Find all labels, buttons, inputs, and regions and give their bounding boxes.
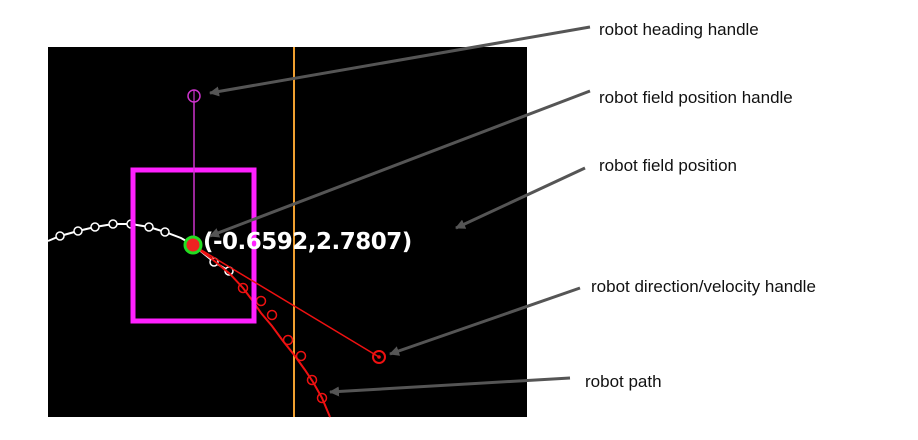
robot-direction-velocity-handle[interactable] — [372, 350, 386, 364]
robot-path-waypoint — [306, 374, 318, 386]
callout-arrows — [209, 25, 591, 397]
callout-arrow-path — [329, 376, 571, 397]
callout-arrow-position-handle — [209, 89, 591, 238]
prior-path-waypoint — [108, 219, 118, 229]
callout-label-direction-velocity-handle: robot direction/velocity handle — [591, 277, 816, 296]
prior-path-waypoint — [144, 222, 154, 232]
direction-handle-dot — [377, 355, 381, 359]
callout-arrow-field-position — [455, 166, 586, 230]
callout-label-field-position: robot field position — [599, 156, 737, 175]
prior-path-waypoint — [160, 227, 170, 237]
direction-velocity-vector — [192, 244, 380, 358]
robot-path-waypoint — [266, 309, 278, 321]
callout-arrow-heading — [209, 25, 591, 97]
field-background — [48, 47, 527, 417]
robot-path-waypoint — [237, 282, 249, 294]
robot-path-waypoint — [282, 334, 294, 346]
prior-path — [47, 219, 234, 276]
callout-label-heading-handle: robot heading handle — [599, 20, 759, 39]
robot-path-waypoint — [295, 350, 307, 362]
robot-field-position-handle[interactable] — [183, 235, 203, 255]
robot-path — [192, 244, 331, 418]
prior-path-waypoint — [55, 231, 65, 241]
callout-label-path: robot path — [585, 372, 662, 391]
robot-field-position-readout: (-0.6592,2.7807) — [203, 229, 412, 255]
callout-label-position-handle: robot field position handle — [599, 88, 793, 107]
prior-path-waypoint — [73, 226, 83, 236]
callout-arrow-direction-handle — [389, 286, 581, 356]
robot-path-waypoint — [316, 392, 328, 404]
prior-path-waypoint — [90, 222, 100, 232]
